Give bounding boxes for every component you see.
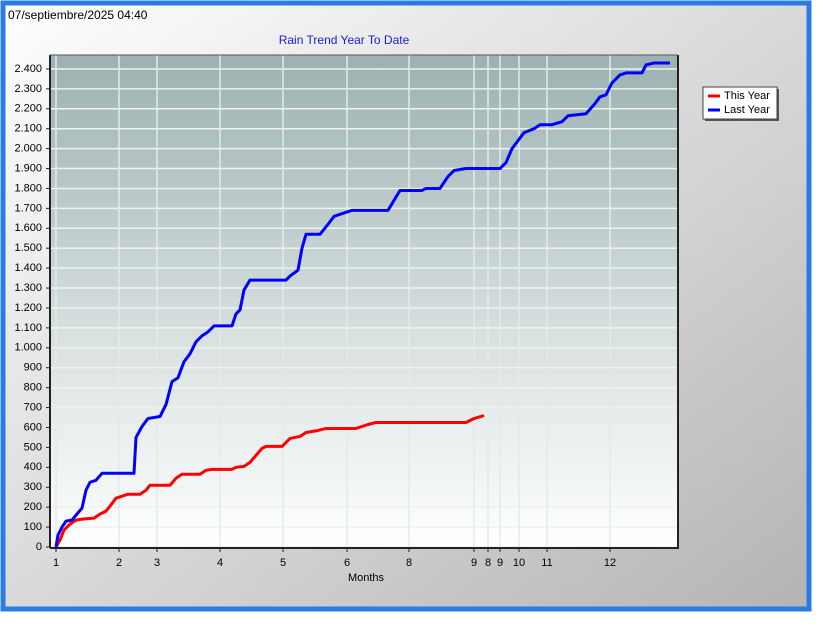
series-line [54, 414, 485, 548]
x-tick-label: 11 [541, 557, 552, 569]
y-tick-label: 2.200 [14, 103, 42, 115]
legend-label: This Year [724, 90, 770, 102]
y-tick-label: 1.500 [14, 242, 42, 254]
x-tick-label: 10 [513, 557, 525, 569]
legend-box [702, 86, 778, 120]
y-tick-label: 1.600 [14, 222, 42, 234]
series-lines [54, 61, 670, 548]
x-tick-label: 9 [471, 557, 477, 569]
y-tick-label: 900 [24, 362, 42, 374]
series-line [54, 61, 670, 548]
plot-area [50, 55, 678, 547]
x-tick-label: 5 [280, 557, 286, 569]
y-tick-label: 1.300 [14, 282, 42, 294]
x-tick-label: 3 [154, 557, 160, 569]
chart-title: Rain Trend Year To Date [279, 33, 410, 47]
y-tick-label: 500 [24, 441, 42, 453]
x-axis-label: Months [348, 572, 385, 584]
legend-label: Last Year [724, 104, 770, 116]
y-tick-label: 0 [36, 541, 42, 553]
y-tick-label: 2.400 [14, 63, 42, 75]
x-tick-label: 8 [406, 557, 412, 569]
y-tick-label: 400 [24, 461, 42, 473]
y-tick-label: 2.300 [14, 83, 42, 95]
y-tick-label: 1.000 [14, 342, 42, 354]
x-tick-label: 6 [344, 557, 350, 569]
y-tick-label: 600 [24, 421, 42, 433]
x-tick-label: 2 [116, 557, 122, 569]
y-tick-label: 1.100 [14, 322, 42, 334]
x-tick-label: 12 [604, 557, 616, 569]
x-tick-label: 8 [485, 557, 491, 569]
y-tick-label: 1.700 [14, 202, 42, 214]
y-tick-label: 300 [24, 481, 42, 493]
y-tick-label: 200 [24, 501, 42, 513]
legend: This Year Last Year [702, 86, 779, 121]
y-tick-label: 1.900 [14, 162, 42, 174]
y-tick-label: 1.800 [14, 182, 42, 194]
y-tick-label: 700 [24, 401, 42, 413]
y-tick-label: 800 [24, 382, 42, 394]
timestamp: 07/septiembre/2025 04:40 [8, 8, 148, 22]
x-tick-label: 1 [53, 557, 59, 569]
y-tick-label: 2.000 [14, 143, 42, 155]
y-tick-label: 2.100 [14, 123, 42, 135]
y-tick-label: 100 [24, 521, 42, 533]
y-tick-label: 1.200 [14, 302, 42, 314]
y-tick-label: 1.400 [14, 262, 42, 274]
x-tick-label: 4 [217, 557, 223, 569]
x-tick-label: 9 [497, 557, 503, 569]
